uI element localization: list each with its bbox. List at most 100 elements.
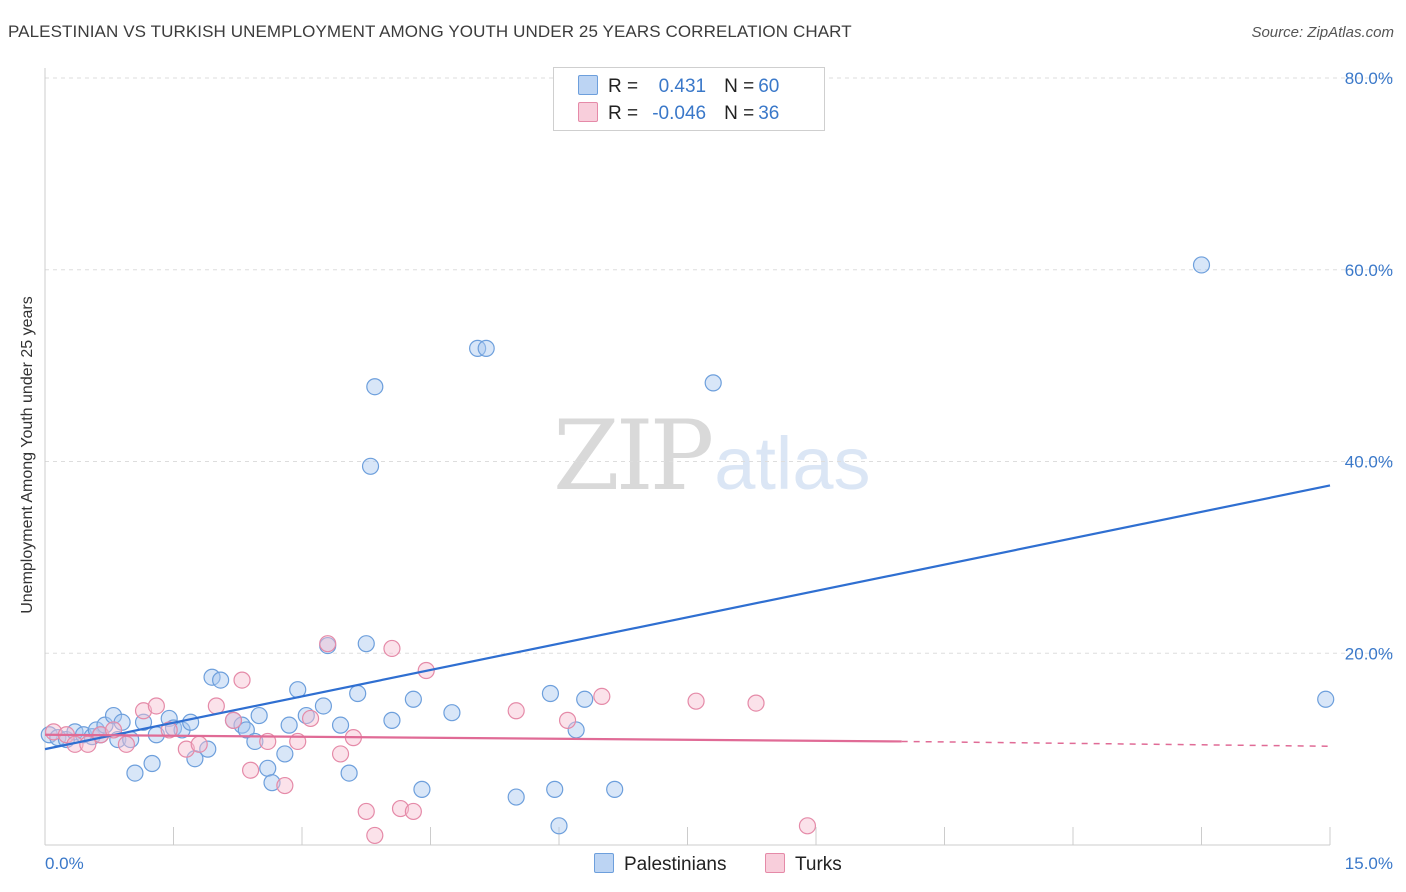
y-tick-label-3: 80.0% [1345, 69, 1393, 88]
bottom-legend-swatch-turks [765, 853, 785, 873]
bottom-legend-palestinians: Palestinians [594, 853, 726, 876]
series-turks [44, 635, 817, 845]
palestinians-point [182, 713, 200, 731]
y-tick-label-2: 60.0% [1345, 261, 1393, 280]
turks-point [383, 639, 401, 658]
axes [44, 68, 1331, 846]
turks-point [391, 799, 410, 818]
legend-row-palestinians: R = 0.431 N = 60 [578, 75, 779, 101]
legend-swatch-turks [578, 102, 598, 122]
turks-point [357, 802, 375, 821]
palestinians-point [259, 759, 277, 777]
palestinians-point [212, 671, 230, 689]
legend-row-turks: R = -0.046 N = 36 [578, 102, 779, 128]
palestinians-point [96, 716, 114, 734]
palestinians-point [413, 780, 431, 798]
turks-point [507, 702, 525, 720]
turks-point [331, 745, 350, 763]
series-palestinians [40, 256, 1335, 835]
trend-line-turks-extension [901, 740, 1331, 747]
legend-r-label: R = [608, 103, 639, 124]
palestinians-point [104, 706, 123, 725]
bottom-legend-label-palestinians: Palestinians [624, 854, 727, 875]
chart-source: Source: ZipAtlas.com [1251, 24, 1394, 41]
turks-point [276, 776, 294, 795]
palestinians-point [237, 721, 255, 739]
bottom-legend-label-turks: Turks [795, 854, 842, 875]
turks-point [134, 702, 153, 720]
turks-point [233, 671, 251, 689]
turks-point [160, 721, 178, 739]
legend-n-value-turks: 36 [758, 103, 780, 124]
palestinians-point [576, 690, 594, 708]
grid [45, 77, 1393, 654]
trend-line-turks [44, 733, 902, 743]
legend-r-value-turks: -0.046 [652, 103, 707, 124]
palestinians-point [477, 339, 495, 357]
palestinians-point [606, 780, 624, 798]
palestinians-point [366, 378, 384, 396]
y-tick-label-1: 40.0% [1345, 453, 1393, 472]
palestinians-point [361, 457, 380, 475]
turks-point [177, 740, 195, 758]
palestinians-point [1192, 256, 1211, 274]
turks-point [147, 697, 165, 715]
palestinians-point [263, 774, 281, 792]
palestinians-point [383, 711, 401, 729]
palestinians-point [704, 374, 722, 392]
y-tick-label-0: 20.0% [1345, 644, 1393, 663]
correlation-legend: R = 0.431 N = 60 R = -0.046 N = 36 [553, 67, 825, 131]
watermark-zip: ZIP [553, 400, 714, 512]
trend-line-palestinians [44, 484, 1331, 751]
palestinians-point [541, 684, 560, 703]
turks-point [242, 761, 260, 779]
palestinians-point [331, 716, 350, 734]
turks-point [366, 826, 384, 845]
palestinians-point [280, 716, 298, 734]
x-tick-label-1: 15.0% [1345, 854, 1393, 873]
legend-swatch-palestinians [578, 75, 598, 95]
legend-r-label: R = [608, 76, 639, 97]
palestinians-point [143, 754, 161, 773]
palestinians-point [250, 706, 268, 725]
palestinians-point [126, 764, 144, 782]
legend-n-label: N = [724, 76, 755, 97]
palestinians-point [340, 764, 358, 782]
trend-lines [44, 484, 1331, 751]
turks-point [301, 709, 320, 728]
turks-point [747, 694, 765, 712]
palestinians-point [1317, 690, 1335, 708]
watermark-atlas: atlas [714, 422, 871, 505]
palestinians-point [546, 780, 564, 798]
turks-point [798, 817, 817, 835]
watermark: ZIPatlas [553, 400, 871, 512]
turks-point [207, 697, 225, 715]
x-tick-label-0: 0.0% [45, 854, 84, 873]
turks-point [117, 735, 135, 753]
legend-r-value-palestinians: 0.431 [658, 76, 707, 97]
turks-point [687, 692, 705, 710]
turks-point [404, 802, 422, 821]
palestinians-point [314, 697, 333, 715]
y-axis-label: Unemployment Among Youth under 25 years [19, 296, 36, 614]
tick-labels: 20.0% 40.0% 60.0% 80.0% 0.0% 15.0% [45, 69, 1393, 873]
legend-n-label: N = [724, 103, 755, 124]
palestinians-point [349, 684, 367, 703]
legend-n-value-palestinians: 60 [758, 76, 780, 97]
turks-point [224, 711, 243, 729]
turks-point [593, 687, 611, 705]
palestinians-point [443, 704, 461, 722]
turks-point [558, 711, 577, 729]
bottom-legend-swatch-palestinians [594, 853, 614, 873]
bottom-legend-turks: Turks [765, 853, 842, 876]
turks-point [190, 735, 208, 753]
palestinians-point [507, 788, 525, 806]
palestinians-point [276, 745, 294, 763]
palestinians-point [404, 690, 422, 708]
chart-title: PALESTINIAN VS TURKISH UNEMPLOYMENT AMON… [8, 22, 852, 41]
palestinians-point [550, 817, 568, 835]
palestinians-point [199, 740, 217, 758]
palestinians-point [357, 635, 375, 653]
data-points [40, 256, 1335, 845]
